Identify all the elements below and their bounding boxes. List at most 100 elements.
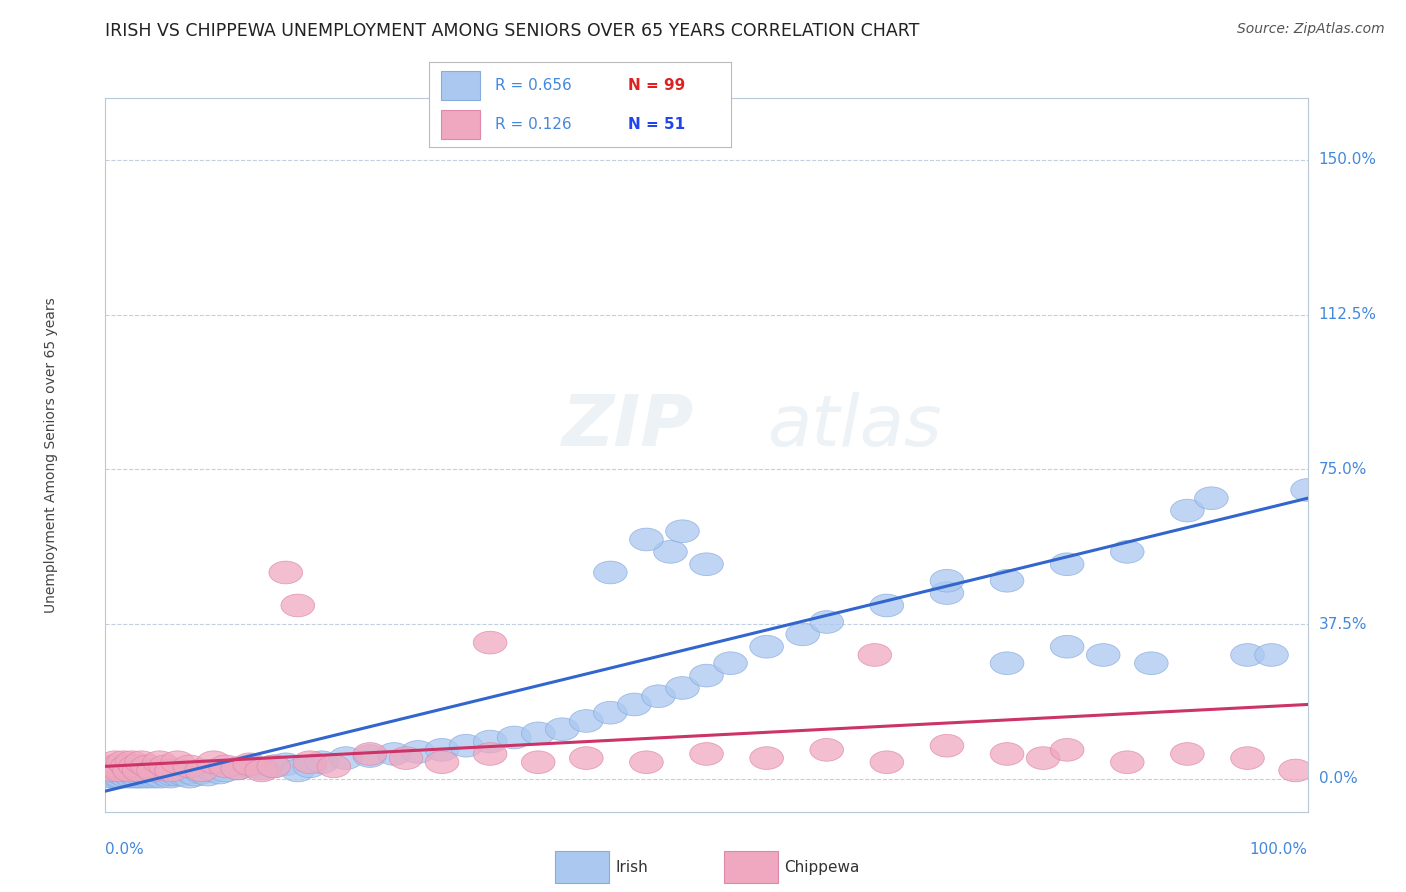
Text: N = 51: N = 51 — [628, 117, 686, 132]
Ellipse shape — [269, 561, 302, 584]
Ellipse shape — [1111, 751, 1144, 773]
Ellipse shape — [546, 718, 579, 740]
Ellipse shape — [665, 520, 699, 542]
Ellipse shape — [233, 755, 267, 778]
Ellipse shape — [104, 765, 138, 788]
Ellipse shape — [1050, 553, 1084, 575]
Ellipse shape — [191, 764, 225, 786]
Ellipse shape — [110, 765, 143, 788]
Ellipse shape — [122, 759, 156, 781]
Ellipse shape — [569, 747, 603, 770]
Ellipse shape — [101, 764, 135, 786]
Text: 0.0%: 0.0% — [105, 842, 145, 857]
Ellipse shape — [107, 751, 141, 773]
Ellipse shape — [118, 755, 152, 778]
Ellipse shape — [93, 755, 127, 778]
Ellipse shape — [353, 743, 387, 765]
Ellipse shape — [110, 755, 143, 778]
Ellipse shape — [1111, 541, 1144, 563]
Ellipse shape — [425, 739, 458, 761]
Ellipse shape — [257, 755, 291, 778]
Ellipse shape — [160, 764, 194, 786]
Ellipse shape — [292, 755, 326, 778]
Ellipse shape — [665, 677, 699, 699]
Ellipse shape — [114, 761, 148, 784]
Text: 0.0%: 0.0% — [1319, 772, 1357, 786]
Text: 37.5%: 37.5% — [1319, 616, 1367, 632]
Ellipse shape — [714, 652, 748, 674]
Ellipse shape — [870, 751, 904, 773]
Ellipse shape — [1171, 743, 1204, 765]
Ellipse shape — [125, 764, 159, 786]
Ellipse shape — [353, 745, 387, 767]
Ellipse shape — [221, 757, 254, 780]
Ellipse shape — [146, 761, 180, 784]
Text: 75.0%: 75.0% — [1319, 462, 1367, 477]
Ellipse shape — [1254, 644, 1288, 666]
Ellipse shape — [593, 561, 627, 584]
Ellipse shape — [257, 755, 291, 778]
Ellipse shape — [179, 764, 212, 786]
Ellipse shape — [117, 759, 150, 781]
Ellipse shape — [209, 759, 242, 781]
Ellipse shape — [127, 765, 160, 788]
Ellipse shape — [641, 685, 675, 707]
Ellipse shape — [281, 759, 315, 781]
Ellipse shape — [103, 761, 136, 784]
Text: R = 0.656: R = 0.656 — [495, 78, 572, 93]
Ellipse shape — [143, 751, 176, 773]
Ellipse shape — [209, 755, 242, 778]
FancyBboxPatch shape — [441, 71, 481, 100]
Ellipse shape — [450, 734, 482, 757]
Ellipse shape — [1087, 644, 1121, 666]
Ellipse shape — [810, 611, 844, 633]
Text: 150.0%: 150.0% — [1319, 153, 1376, 168]
Text: R = 0.126: R = 0.126 — [495, 117, 572, 132]
Ellipse shape — [990, 569, 1024, 592]
Ellipse shape — [749, 747, 783, 770]
Ellipse shape — [98, 751, 132, 773]
Ellipse shape — [153, 765, 187, 788]
Ellipse shape — [143, 764, 176, 786]
Ellipse shape — [163, 759, 197, 781]
Ellipse shape — [108, 759, 142, 781]
Ellipse shape — [990, 652, 1024, 674]
Ellipse shape — [1195, 487, 1229, 509]
Ellipse shape — [112, 759, 146, 781]
Ellipse shape — [425, 751, 458, 773]
Ellipse shape — [132, 765, 166, 788]
Ellipse shape — [630, 751, 664, 773]
Ellipse shape — [121, 761, 155, 784]
Ellipse shape — [269, 753, 302, 776]
Ellipse shape — [1278, 759, 1312, 781]
Ellipse shape — [135, 764, 167, 786]
Ellipse shape — [101, 755, 135, 778]
Ellipse shape — [129, 764, 163, 786]
Ellipse shape — [197, 751, 231, 773]
Ellipse shape — [136, 761, 170, 784]
Ellipse shape — [401, 740, 434, 764]
Ellipse shape — [131, 755, 165, 778]
Ellipse shape — [141, 759, 174, 781]
Ellipse shape — [522, 722, 555, 745]
Ellipse shape — [94, 764, 128, 786]
Ellipse shape — [931, 569, 963, 592]
Ellipse shape — [1171, 500, 1204, 522]
Ellipse shape — [173, 765, 207, 788]
Ellipse shape — [155, 759, 188, 781]
Ellipse shape — [1230, 747, 1264, 770]
Text: N = 99: N = 99 — [628, 78, 686, 93]
Ellipse shape — [131, 759, 165, 781]
Ellipse shape — [98, 759, 132, 781]
Ellipse shape — [184, 759, 218, 781]
Ellipse shape — [143, 765, 177, 788]
Ellipse shape — [183, 759, 217, 781]
Text: Chippewa: Chippewa — [785, 860, 860, 874]
Ellipse shape — [1050, 739, 1084, 761]
Ellipse shape — [245, 759, 278, 781]
Ellipse shape — [593, 701, 627, 724]
Ellipse shape — [1291, 479, 1324, 501]
Ellipse shape — [101, 765, 135, 788]
Ellipse shape — [749, 635, 783, 658]
Text: Source: ZipAtlas.com: Source: ZipAtlas.com — [1237, 22, 1385, 37]
